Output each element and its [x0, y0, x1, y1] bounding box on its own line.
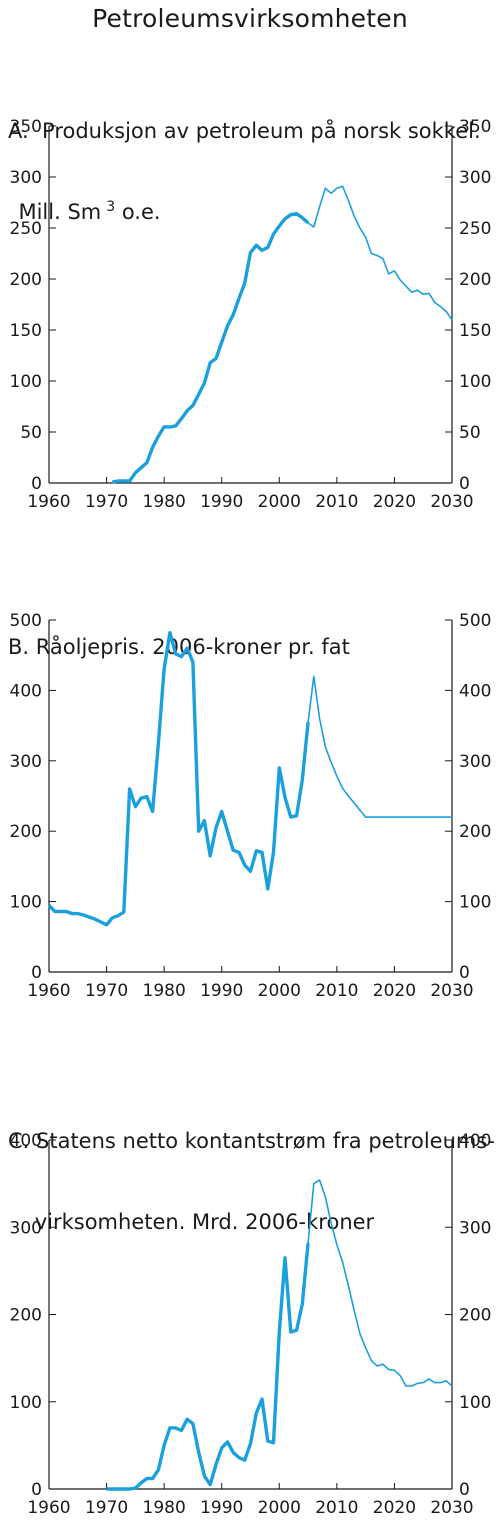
- c-ytick-label-left: 100: [10, 1393, 42, 1413]
- b-ytick-label-right: 0: [459, 963, 470, 983]
- panel-c-title-line1: C. Statens netto kontantstrøm fra petrol…: [8, 1129, 495, 1153]
- a-xtick-label: 2020: [373, 492, 416, 512]
- a-ytick-label-right: 300: [459, 168, 491, 188]
- a-ytick-label-left: 300: [10, 168, 42, 188]
- c-xtick-label: 1970: [85, 1498, 128, 1518]
- c-series-line-projection: [307, 1179, 453, 1387]
- c-xtick-label: 1990: [200, 1498, 243, 1518]
- a-ytick-label-left: 150: [10, 321, 42, 341]
- b-ytick-label-right: 200: [459, 822, 491, 842]
- c-ytick-label-left: 200: [10, 1306, 42, 1326]
- c-xtick-label: 1960: [27, 1498, 70, 1518]
- a-ytick-label-left: 350: [10, 117, 42, 137]
- c-ytick-label-right: 400: [459, 1131, 491, 1151]
- c-xtick-label: 2000: [258, 1498, 301, 1518]
- c-series-line-actual: [106, 1242, 310, 1491]
- a-series-line-projection: [307, 185, 453, 321]
- b-ytick-label-left: 200: [10, 822, 42, 842]
- c-ytick-label-right: 300: [459, 1218, 491, 1238]
- b-ytick-label-left: 300: [10, 752, 42, 772]
- panel-b-chart: 0 0 100 100 200 200 300 300 400 400 500 500 1960 1970…: [10, 611, 492, 1001]
- panel-a-unit-exponent: 3: [106, 199, 116, 215]
- a-xtick-label: 1960: [27, 492, 70, 512]
- c-ytick-label-left: 400: [10, 1131, 42, 1151]
- a-ytick-label-right: 50: [459, 423, 481, 443]
- a-ytick-label-left: 100: [10, 372, 42, 392]
- a-ytick-label-right: 150: [459, 321, 491, 341]
- b-xtick-label: 2010: [315, 981, 358, 1001]
- a-xtick-label: 2000: [258, 492, 301, 512]
- a-ytick-label-right: 250: [459, 219, 491, 239]
- a-xtick-label: 1970: [85, 492, 128, 512]
- a-xtick-label: 1990: [200, 492, 243, 512]
- b-xtick-label: 2030: [430, 981, 473, 1001]
- b-xtick-label: 1980: [143, 981, 186, 1001]
- b-xtick-label: 2020: [373, 981, 416, 1001]
- c-ytick-label-right: 100: [459, 1393, 491, 1413]
- b-ytick-label-left: 400: [10, 681, 42, 701]
- a-ytick-label-left: 50: [20, 423, 42, 443]
- b-xtick-label: 1990: [200, 981, 243, 1001]
- panel-a-unit-suffix: o.e.: [115, 200, 161, 224]
- a-series-line-actual: [112, 211, 310, 484]
- b-xtick-label: 1970: [85, 981, 128, 1001]
- c-xtick-label: 1980: [143, 1498, 186, 1518]
- panel-a-unit: Mill. Sm: [18, 200, 102, 224]
- a-xtick-label: 2010: [315, 492, 358, 512]
- panel-a-title: A. Produksjon av petroleum på norsk sokk…: [8, 64, 481, 256]
- b-ytick-label-right: 500: [459, 611, 491, 631]
- panel-c-chart: 0 0 100 100 200 200 300 300 400 400 1960 1970 1980 19…: [10, 1131, 492, 1518]
- b-series-line-projection: [307, 675, 452, 818]
- c-ytick-label-right: 0: [459, 1480, 470, 1500]
- b-ytick-label-left: 0: [31, 963, 42, 983]
- b-ytick-label-right: 400: [459, 681, 491, 701]
- c-ytick-label-right: 200: [459, 1306, 491, 1326]
- b-ytick-label-right: 300: [459, 752, 491, 772]
- c-xtick-label: 2030: [430, 1498, 473, 1518]
- a-ytick-label-left: 200: [10, 270, 42, 290]
- c-xtick-label: 2010: [315, 1498, 358, 1518]
- a-ytick-label-right: 200: [459, 270, 491, 290]
- panel-a-chart: 0 0 50 50 100 100 150 150 200 200 250 250 300 300 350 3…: [10, 117, 492, 512]
- a-ytick-label-left: 250: [10, 219, 42, 239]
- a-ytick-label-left: 0: [31, 474, 42, 494]
- a-ytick-label-right: 0: [459, 474, 470, 494]
- b-xtick-label: 1960: [27, 981, 70, 1001]
- b-ytick-label-left: 500: [10, 611, 42, 631]
- panel-a-title-line1: A. Produksjon av petroleum på norsk sokk…: [8, 119, 481, 143]
- a-xtick-label: 1980: [143, 492, 186, 512]
- a-ytick-label-right: 100: [459, 372, 491, 392]
- c-ytick-label-left: 300: [10, 1218, 42, 1238]
- page-title: Petroleumsvirksomheten: [92, 4, 408, 33]
- a-xtick-label: 2030: [430, 492, 473, 512]
- panel-a-title-line2: Mill. Sm 3 o.e.: [8, 199, 481, 229]
- b-xtick-label: 2000: [258, 981, 301, 1001]
- c-xtick-label: 2020: [373, 1498, 416, 1518]
- b-ytick-label-right: 100: [459, 893, 491, 913]
- a-ytick-label-right: 350: [459, 117, 491, 137]
- b-series-line-actual: [47, 631, 310, 927]
- b-ytick-label-left: 100: [10, 893, 42, 913]
- c-ytick-label-left: 0: [31, 1480, 42, 1500]
